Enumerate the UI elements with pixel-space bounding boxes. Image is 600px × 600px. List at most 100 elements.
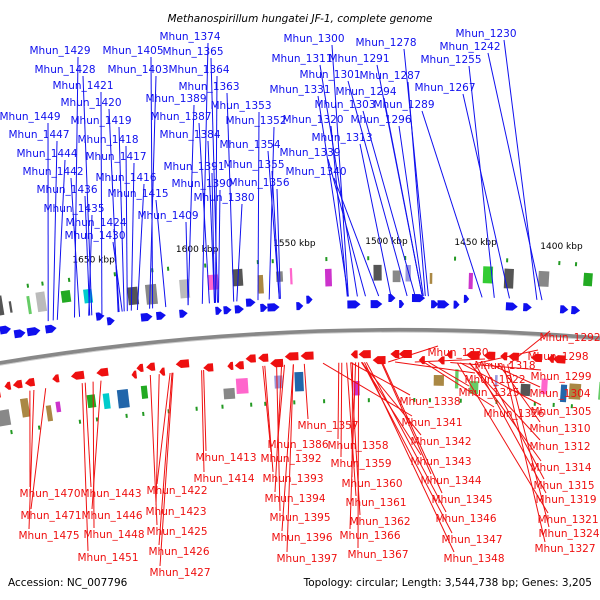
reverse-gene-label: Mhun_1413: [196, 452, 257, 464]
reverse-leader-line: [468, 362, 541, 441]
forward-leader-line: [211, 172, 215, 304]
forward-leader-line: [398, 125, 424, 297]
forward-leader-line: [462, 93, 510, 299]
reverse-gene-arrow: [234, 361, 244, 370]
reverse-gene-arrow: [284, 352, 299, 361]
forward-leader-line: [487, 52, 543, 301]
inner-tick-mark: [367, 398, 370, 403]
reverse-leader-line: [337, 362, 340, 440]
inner-tick-mark: [413, 398, 416, 403]
inner-tick-mark: [221, 404, 224, 409]
reverse-gene-label: Mhun_1392: [261, 453, 322, 465]
forward-annotation-block: [0, 295, 5, 316]
reverse-leader-line: [388, 345, 439, 363]
forward-leader-line: [317, 95, 349, 297]
reverse-gene-label: Mhun_1394: [265, 493, 326, 505]
outer-tick-mark: [367, 256, 370, 261]
reverse-gene-arrow: [96, 367, 109, 377]
reverse-gene-arrow: [203, 363, 214, 372]
reverse-gene-label: Mhun_1321: [538, 514, 599, 526]
forward-gene-label: Mhun_1287: [360, 70, 421, 82]
reverse-annotation-block: [469, 381, 479, 395]
reverse-gene-label: Mhun_1448: [84, 529, 145, 541]
inner-tick-mark: [195, 406, 198, 411]
forward-leader-line: [257, 111, 260, 301]
forward-gene-label: Mhun_1303: [315, 99, 376, 111]
reverse-gene-arrow: [483, 351, 496, 360]
forward-leader-line: [407, 81, 426, 297]
forward-gene-label: Mhun_1391: [164, 161, 225, 173]
forward-gene-arrow: [26, 327, 41, 337]
reverse-annotation-block: [102, 393, 111, 410]
reverse-leader-line: [414, 358, 486, 363]
reverse-annotation-block: [568, 383, 582, 400]
forward-leader-line: [88, 214, 93, 316]
forward-gene-label: Mhun_1442: [23, 166, 84, 178]
reverse-leader-line: [364, 362, 455, 553]
reverse-gene-arrow: [418, 356, 425, 365]
kbp-scale: 1400 kbp 1450 kbp 1500 kbp 1550 kbp 1600 kbp…: [72, 237, 583, 266]
inner-tick-mark: [250, 402, 253, 407]
forward-leader-line: [403, 48, 429, 297]
forward-gene-label: Mhun_1390: [172, 178, 233, 190]
reverse-gene-label: Mhun_1304: [530, 388, 591, 400]
forward-gene-arrow: [505, 302, 518, 311]
forward-gene-label: Mhun_1435: [44, 203, 105, 215]
reverse-annotation-block: [294, 371, 304, 392]
outer-tick-mark: [204, 263, 207, 268]
forward-gene-label: Mhun_1356: [229, 177, 290, 189]
forward-gene-label: Mhun_1380: [194, 192, 255, 204]
forward-leader-line: [421, 110, 483, 298]
forward-leader-line: [319, 64, 358, 297]
reverse-annotation-block: [274, 375, 283, 389]
forward-gene-arrow: [245, 298, 256, 307]
reverse-leader-line: [203, 369, 207, 452]
reverse-leader-line: [81, 383, 89, 552]
reverse-gene-label: Mhun_1325: [459, 387, 520, 399]
reverse-gene-arrow: [146, 362, 156, 371]
reverse-leader-line: [262, 365, 272, 453]
reverse-gene-arrow: [270, 358, 284, 368]
forward-gene-arrow: [223, 306, 232, 315]
forward-gene-label: Mhun_1340: [286, 166, 347, 178]
inner-tick-mark: [323, 399, 326, 404]
reverse-gene-label: Mhun_1319: [536, 494, 597, 506]
forward-annotation-block: [8, 301, 13, 313]
reverse-gene-arrow: [227, 361, 234, 370]
reverse-gene-label: Mhun_1314: [531, 462, 592, 474]
inner-tick-mark: [552, 402, 555, 408]
reverse-gene-label: Mhun_1312: [530, 441, 591, 453]
forward-gene-arrow: [179, 309, 188, 318]
outer-tick-mark: [41, 281, 44, 286]
forward-gene-arrow: [267, 303, 280, 312]
forward-gene-label: Mhun_1365: [163, 46, 224, 58]
forward-annotation-block: [289, 268, 293, 285]
forward-annotation-block: [26, 295, 32, 315]
inner-tick-mark: [459, 398, 462, 403]
forward-annotation-block: [257, 274, 264, 294]
reverse-gene-label: Mhun_1298: [528, 351, 589, 363]
reverse-annotation-block: [86, 394, 97, 409]
forward-leader-line: [201, 42, 209, 304]
forward-gene-label: Mhun_1444: [17, 148, 78, 160]
forward-gene-label: Mhun_1278: [356, 37, 417, 49]
forward-gene-label: Mhun_1430: [65, 230, 126, 242]
forward-gene-arrow: [388, 294, 396, 303]
reverse-gene-label: Mhun_1395: [270, 512, 331, 524]
kbp-label: 1450 kbp: [454, 238, 497, 248]
forward-gene-label: Mhun_1403: [108, 64, 169, 76]
forward-gene-arrow: [44, 324, 57, 334]
reverse-leader-line: [507, 364, 550, 528]
reverse-gene-label: Mhun_1310: [530, 423, 591, 435]
forward-annotation-block: [324, 268, 333, 287]
reverse-leader-line: [350, 362, 411, 396]
forward-gene-label: Mhun_1428: [35, 64, 96, 76]
inner-tick-mark: [142, 411, 145, 417]
reverse-gene-label: Mhun_1330: [428, 347, 489, 359]
reverse-gene-label: Mhun_1426: [149, 546, 210, 558]
forward-gene-arrow: [0, 325, 12, 335]
reverse-gene-arrow: [70, 370, 85, 380]
forward-gene-label: Mhun_1267: [415, 82, 476, 94]
reverse-annotation-block: [0, 409, 12, 427]
reverse-gene-arrow: [159, 367, 166, 376]
